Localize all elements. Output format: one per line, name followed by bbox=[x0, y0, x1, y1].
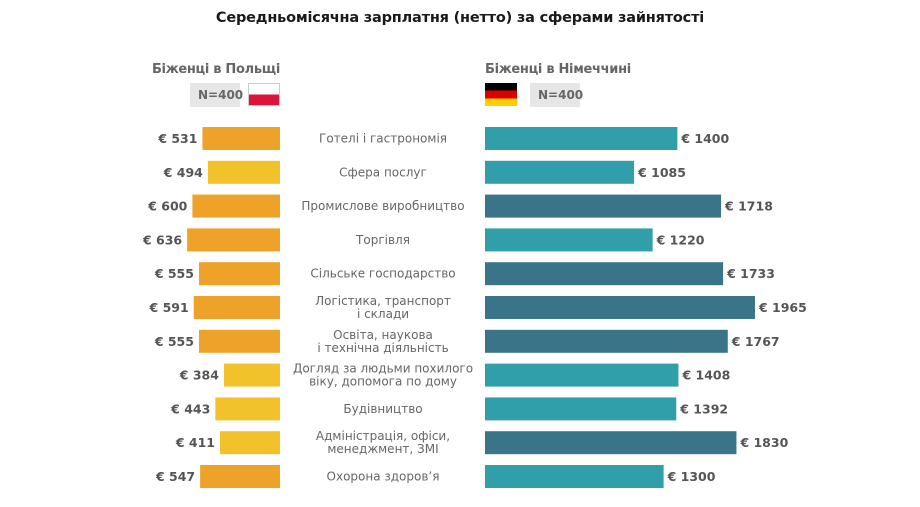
poland-value-label: € 555 bbox=[154, 334, 194, 349]
poland-bar bbox=[200, 465, 280, 488]
chart-title: Середньомісячна зарплатня (нетто) за сфе… bbox=[215, 10, 705, 26]
germany-value-label: € 1965 bbox=[758, 300, 807, 315]
poland-bar bbox=[192, 194, 280, 218]
germany-sample-badge: N=400 bbox=[530, 83, 583, 107]
poland-value-label: € 547 bbox=[155, 469, 195, 484]
poland-sample-badge: N=400 bbox=[190, 83, 243, 107]
germany-value-label: € 1400 bbox=[680, 131, 729, 146]
germany-bar bbox=[485, 465, 664, 488]
category-label: Готелі і гастрономія bbox=[319, 132, 447, 146]
category-label: Охорона здоров’я bbox=[327, 470, 440, 484]
category-label: Торгівля bbox=[355, 233, 410, 247]
category-label: Будівництво bbox=[343, 402, 422, 416]
germany-bar bbox=[485, 431, 737, 455]
germany-value-label: € 1830 bbox=[739, 435, 788, 450]
category-label: Промислове виробництво bbox=[301, 199, 464, 213]
poland-bar bbox=[215, 397, 280, 421]
poland-bar bbox=[187, 228, 280, 252]
poland-value-label: € 384 bbox=[179, 368, 219, 383]
germany-bar bbox=[485, 228, 653, 252]
category-label: Догляд за людьми похилого віку, допомога … bbox=[293, 362, 473, 389]
germany-bar bbox=[485, 397, 677, 421]
poland-value-label: € 531 bbox=[157, 131, 197, 146]
germany-value-label: € 1733 bbox=[726, 266, 775, 281]
poland-bar bbox=[223, 363, 280, 387]
poland-value-label: € 443 bbox=[170, 401, 210, 416]
category-label: Логістика, транспорт і склади bbox=[315, 294, 451, 321]
germany-value-label: € 1718 bbox=[724, 199, 773, 214]
germany-bar bbox=[485, 363, 679, 387]
germany-value-label: € 1408 bbox=[681, 368, 730, 383]
poland-bar bbox=[207, 160, 280, 184]
poland-bar bbox=[198, 329, 280, 353]
category-label: Сільське господарство bbox=[310, 267, 455, 281]
germany-bar bbox=[485, 262, 724, 286]
category-label: Освіта, наукова і технічна діяльність bbox=[317, 328, 448, 355]
germany-flag-icon bbox=[485, 83, 517, 106]
germany-value-label: € 1767 bbox=[731, 334, 780, 349]
germany-value-label: € 1392 bbox=[679, 401, 728, 416]
germany-bar bbox=[485, 329, 728, 353]
poland-bar bbox=[202, 127, 280, 150]
poland-value-label: € 411 bbox=[175, 435, 215, 450]
poland-flag-icon bbox=[248, 83, 280, 106]
germany-value-label: € 1300 bbox=[667, 469, 716, 484]
germany-bar bbox=[485, 194, 722, 218]
germany-bar bbox=[485, 160, 635, 184]
poland-bar bbox=[198, 262, 280, 286]
germany-panel-title: Біженці в Німеччині bbox=[485, 62, 631, 77]
germany-bar bbox=[485, 296, 755, 319]
poland-value-label: € 591 bbox=[149, 300, 189, 315]
poland-bar bbox=[219, 431, 280, 455]
poland-value-label: € 494 bbox=[163, 165, 203, 180]
poland-panel-title: Біженці в Польщі bbox=[151, 62, 280, 77]
poland-value-label: € 600 bbox=[147, 199, 187, 214]
germany-value-label: € 1220 bbox=[656, 232, 705, 247]
poland-bar bbox=[193, 296, 280, 319]
germany-value-label: € 1085 bbox=[637, 165, 686, 180]
category-label: Адміністрація, офіси, менеджмент, ЗМІ bbox=[316, 429, 450, 456]
poland-value-label: € 636 bbox=[142, 232, 182, 247]
germany-bar bbox=[485, 127, 678, 150]
poland-value-label: € 555 bbox=[154, 266, 194, 281]
category-label: Сфера послуг bbox=[339, 165, 427, 179]
